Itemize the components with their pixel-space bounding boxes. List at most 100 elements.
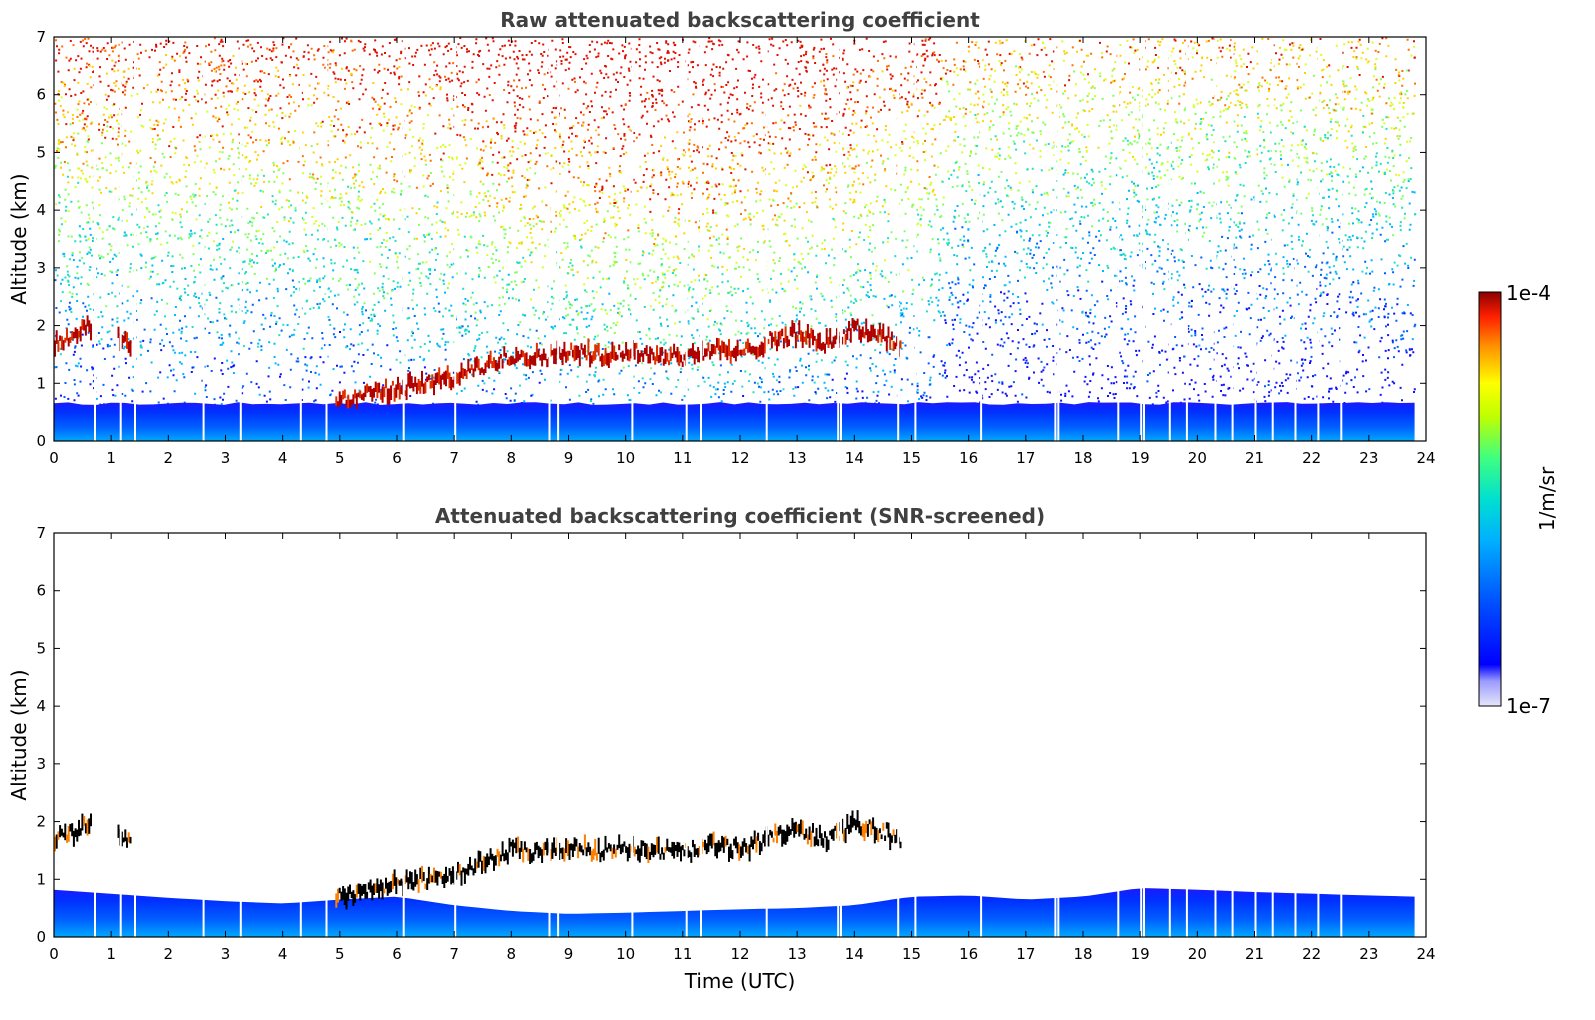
aerosol-mark <box>858 821 861 834</box>
aerosol-mark <box>800 819 802 834</box>
raw-heatmap <box>54 37 1417 441</box>
aerosol-mark <box>649 346 652 364</box>
aerosol-mark <box>594 344 597 360</box>
aerosol-mark <box>704 348 706 357</box>
aerosol-mark <box>800 330 802 342</box>
aerosol-mark <box>487 856 490 865</box>
aerosol-mark <box>817 839 820 847</box>
aerosol-mark <box>674 351 677 358</box>
aerosol-mark <box>805 828 808 839</box>
aerosol-mark <box>741 349 744 356</box>
aerosol-mark <box>539 354 542 361</box>
aerosol-mark <box>486 360 489 368</box>
aerosol-mark <box>647 846 650 863</box>
aerosol-mark <box>854 320 857 330</box>
aerosol-mark <box>359 390 362 399</box>
aerosol-mark <box>577 846 580 859</box>
aerosol-mark <box>385 378 387 389</box>
aerosol-mark <box>757 832 760 841</box>
x-tick-label: 2 <box>164 945 174 963</box>
aerosol-mark <box>470 364 473 371</box>
aerosol-mark <box>86 315 89 327</box>
screened-panel-title: Attenuated backscattering coefficient (S… <box>435 504 1045 528</box>
aerosol-mark <box>606 353 609 366</box>
aerosol-mark <box>676 346 679 363</box>
aerosol-mark <box>499 354 502 359</box>
aerosol-mark <box>798 823 801 837</box>
aerosol-mark <box>59 825 62 838</box>
aerosol-mark <box>755 836 758 853</box>
aerosol-mark <box>712 831 715 846</box>
y-tick-label: 5 <box>36 639 46 657</box>
aerosol-mark <box>673 343 676 355</box>
aerosol-mark <box>510 355 513 365</box>
aerosol-mark <box>707 342 710 352</box>
aerosol-mark <box>463 368 466 376</box>
aerosol-mark <box>830 829 833 840</box>
aerosol-mark <box>580 343 583 350</box>
data-gap <box>239 533 242 937</box>
y-tick-label: 5 <box>36 143 46 161</box>
aerosol-mark <box>861 823 864 838</box>
data-gap <box>1057 37 1060 441</box>
aerosol-mark <box>704 839 706 851</box>
aerosol-mark <box>652 844 655 858</box>
x-tick-label: 13 <box>788 449 807 467</box>
aerosol-mark <box>419 867 422 879</box>
aerosol-mark <box>465 868 468 875</box>
data-gap <box>897 37 900 441</box>
x-tick-label: 8 <box>507 449 517 467</box>
aerosol-mark <box>522 350 525 357</box>
aerosol-mark <box>427 374 430 381</box>
data-gap <box>914 37 917 441</box>
data-gap <box>1057 533 1060 937</box>
aerosol-layer <box>54 810 902 910</box>
aerosol-mark <box>508 837 511 853</box>
x-tick-label: 1 <box>106 449 116 467</box>
screened-x-ticks: 0 1 2 3 4 5 6 7 8 9 10 11 12 13 14 15 16 17 18 19 20 21 22 23 24 <box>49 533 1436 963</box>
aerosol-mark <box>890 835 893 843</box>
data-gap <box>299 37 302 441</box>
aerosol-mark <box>856 810 859 828</box>
aerosol-mark <box>460 362 463 378</box>
aerosol-mark <box>750 836 753 847</box>
aerosol-mark <box>637 845 640 861</box>
aerosol-mark <box>462 368 465 379</box>
aerosol-mark <box>678 842 681 853</box>
y-tick-label: 3 <box>36 755 46 773</box>
data-gap <box>1140 37 1143 441</box>
aerosol-mark <box>693 844 696 857</box>
aerosol-mark <box>812 823 814 833</box>
aerosol-mark <box>74 327 77 339</box>
aerosol-mark <box>529 849 532 864</box>
aerosol-mark <box>513 358 516 365</box>
aerosol-mark <box>60 336 63 350</box>
aerosol-mark <box>626 349 629 361</box>
aerosol-mark <box>836 823 838 839</box>
aerosol-mark <box>561 847 564 860</box>
aerosol-mark <box>465 370 468 379</box>
data-gap <box>631 37 634 441</box>
aerosol-mark <box>571 349 574 358</box>
aerosol-mark <box>345 399 348 407</box>
noise-speckle-layer <box>54 37 1417 409</box>
aerosol-mark <box>393 869 396 886</box>
data-gap <box>1231 37 1234 441</box>
aerosol-mark <box>649 851 652 860</box>
data-gap <box>402 533 405 937</box>
aerosol-mark <box>424 381 427 394</box>
aerosol-mark <box>873 328 876 338</box>
x-tick-label: 4 <box>278 945 288 963</box>
aerosol-mark <box>62 832 65 838</box>
aerosol-mark <box>409 371 411 389</box>
x-tick-label: 5 <box>335 449 345 467</box>
aerosol-mark <box>899 340 902 349</box>
aerosol-mark <box>373 387 375 398</box>
aerosol-mark <box>668 360 670 366</box>
data-gap <box>1143 533 1145 937</box>
aerosol-mark <box>791 320 794 338</box>
aerosol-mark <box>470 865 473 871</box>
data-gap <box>840 37 842 441</box>
aerosol-mark <box>84 324 87 336</box>
aerosol-mark <box>688 850 691 857</box>
